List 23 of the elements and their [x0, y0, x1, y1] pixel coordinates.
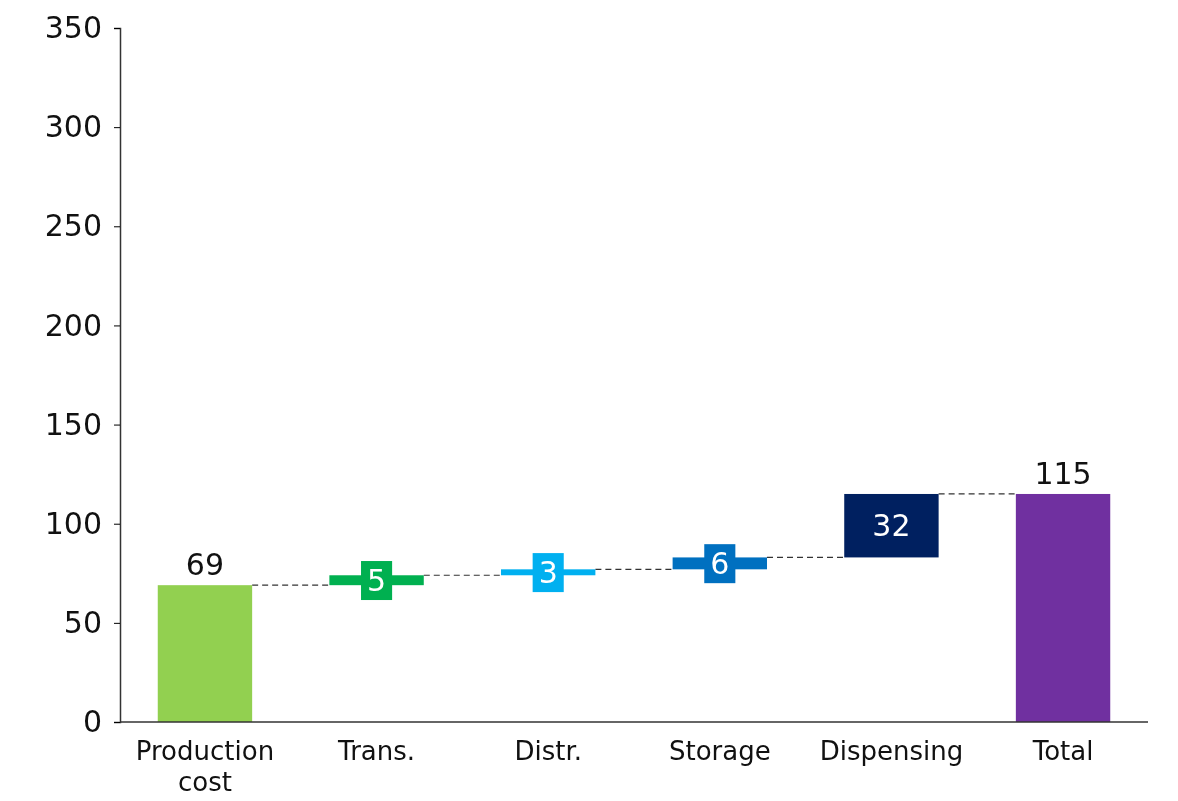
- data-label: 69: [185, 547, 225, 583]
- data-label: 32: [872, 508, 911, 544]
- x-tick-label: Storage: [668, 736, 771, 766]
- bar: [844, 493, 939, 558]
- x-tick-label: Dispensing: [819, 736, 964, 766]
- data-label: 6: [710, 546, 730, 582]
- y-tick-label: 100: [44, 505, 102, 541]
- y-tick-label: 250: [44, 208, 102, 244]
- bar: [157, 585, 253, 722]
- y-tick-label: 150: [44, 406, 102, 442]
- data-label: 3: [538, 555, 558, 591]
- y-tick-label: 0: [82, 704, 102, 740]
- x-tick-label: Production cost: [135, 736, 275, 798]
- data-label: 5: [367, 563, 387, 599]
- bar: [1015, 493, 1111, 722]
- x-tick-label: Distr.: [514, 736, 582, 766]
- y-tick-label: 200: [44, 307, 102, 343]
- x-tick-label: Total: [1031, 736, 1094, 766]
- y-tick-label: 300: [44, 109, 102, 145]
- y-tick-label: 50: [63, 604, 102, 640]
- y-tick-label: 350: [44, 10, 102, 46]
- data-label: 115: [1034, 455, 1092, 491]
- x-tick-label: Trans.: [337, 736, 416, 766]
